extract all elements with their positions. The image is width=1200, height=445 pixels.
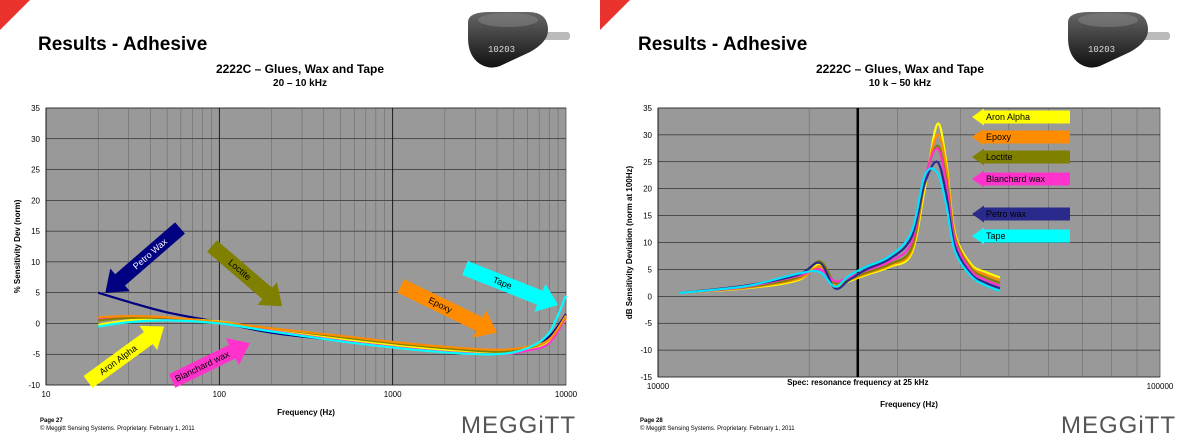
sensor-image: 10203 xyxy=(468,12,570,68)
y-tick-label: 0 xyxy=(36,319,41,328)
sensor-label: 10203 xyxy=(1088,45,1115,55)
plot-area xyxy=(45,107,567,386)
y-tick-label: 10 xyxy=(643,239,652,248)
legend-item: Blanchard wax xyxy=(972,170,1070,188)
y-tick-label: 20 xyxy=(643,185,652,194)
y-tick-label: 5 xyxy=(36,289,41,298)
x-tick-label: 10000 xyxy=(555,390,578,399)
legend-label: Loctite xyxy=(986,152,1013,162)
legend-item: Tape xyxy=(972,227,1070,245)
legend-item: Aron Alpha xyxy=(972,108,1070,126)
legend-arrow xyxy=(972,227,1070,245)
y-tick-label: -15 xyxy=(640,373,652,382)
legend: Aron Alpha Epoxy Loctite Blanchard wax Petro… xyxy=(972,108,1070,245)
slide-right: Results - Adhesive 2222C – Glues, Wax an… xyxy=(600,0,1200,445)
y-tick-label: -5 xyxy=(645,319,653,328)
chart-subtitle: 2222C – Glues, Wax and Tape xyxy=(815,62,985,76)
y-tick-label: 10 xyxy=(31,258,40,267)
meggitt-logo: MEGGiTT xyxy=(1061,412,1176,439)
slide-title: Results - Adhesive xyxy=(638,34,808,55)
arrow-shape xyxy=(462,261,559,312)
sensor-label: 10203 xyxy=(488,45,515,55)
resonance-spec-label: Spec: resonance frequency at 25 kHz xyxy=(787,378,928,387)
arrow-shape xyxy=(168,338,250,388)
y-tick-label: 15 xyxy=(31,227,40,236)
chart-range: 20 – 10 kHz xyxy=(273,78,327,89)
legend-label: Petro wax xyxy=(986,209,1027,219)
legend-item: Loctite xyxy=(972,148,1070,166)
legend-item: Epoxy xyxy=(972,128,1070,146)
page-number: Page 28 xyxy=(640,418,663,424)
y-tick-label: 0 xyxy=(648,292,653,301)
slide-left: Results - Adhesive 2222C – Glues, Wax an… xyxy=(0,0,578,439)
series-line xyxy=(678,160,1001,295)
y-tick-label: 30 xyxy=(643,131,652,140)
y-tick-label: -10 xyxy=(28,381,40,390)
x-tick-label: 10000 xyxy=(647,382,670,391)
y-tick-label: 20 xyxy=(31,196,40,205)
arrow-shape xyxy=(207,240,283,307)
legend-arrow xyxy=(972,108,1070,126)
page-number: Page 27 xyxy=(40,418,63,424)
arrow-shape xyxy=(83,325,165,389)
x-tick-label: 1000 xyxy=(384,390,402,399)
y-tick-label: 15 xyxy=(643,212,652,221)
chart-left: -10 -5 0 5 10 15 20 25 30 35 10 100 1000 10000 Frequen… xyxy=(13,104,578,417)
y-axis-label: dB Sensitivity Deviation (norm at 100Hz) xyxy=(625,165,634,319)
legend-label: Aron Alpha xyxy=(986,112,1030,122)
y-axis-label: % Sensitivity Dev (norm) xyxy=(13,199,22,293)
legend-item: Petro wax xyxy=(972,205,1070,223)
series-line xyxy=(98,295,568,356)
annotation-arrow: Tape xyxy=(462,261,559,312)
legend-arrow xyxy=(972,170,1070,188)
arrow-shape xyxy=(105,222,185,293)
legend-label: Epoxy xyxy=(986,132,1012,142)
x-tick-label: 10 xyxy=(42,390,51,399)
y-tick-label: 30 xyxy=(31,135,40,144)
chart-subtitle: 2222C – Glues, Wax and Tape xyxy=(215,62,385,76)
legend-arrow xyxy=(972,205,1070,223)
corner-accent xyxy=(600,0,630,30)
arrow-shape xyxy=(397,279,498,338)
x-tick-label: 100000 xyxy=(1147,382,1174,391)
copyright: © Meggitt Sensing Systems. Proprietary. … xyxy=(40,426,195,432)
sensor-image: 10203 xyxy=(1068,12,1170,68)
y-tick-label: 35 xyxy=(31,104,40,113)
chart-range: 10 k – 50 kHz xyxy=(868,78,932,89)
chart-right: -15 -10 -5 0 5 10 15 20 25 30 35 10000 100000 Spec: r… xyxy=(625,104,1174,409)
slide-title: Results - Adhesive xyxy=(38,34,208,55)
legend-arrow xyxy=(972,148,1070,166)
meggitt-logo: MEGGiTT xyxy=(461,412,576,439)
y-tick-label: 35 xyxy=(643,104,652,113)
y-tick-label: 25 xyxy=(31,166,40,175)
corner-accent xyxy=(0,0,30,30)
y-tick-label: -10 xyxy=(640,346,652,355)
series-line xyxy=(678,167,1001,295)
x-axis-label: Frequency (Hz) xyxy=(880,400,938,409)
legend-label: Blanchard wax xyxy=(986,174,1046,184)
legend-arrow xyxy=(972,128,1070,146)
x-tick-label: 100 xyxy=(213,390,227,399)
y-tick-label: 25 xyxy=(643,158,652,167)
legend-label: Tape xyxy=(986,231,1006,241)
x-axis-label: Frequency (Hz) xyxy=(277,408,335,417)
copyright: © Meggitt Sensing Systems. Proprietary. … xyxy=(640,426,795,432)
grid xyxy=(657,107,1160,378)
y-tick-label: -5 xyxy=(33,350,41,359)
y-tick-label: 5 xyxy=(648,265,653,274)
